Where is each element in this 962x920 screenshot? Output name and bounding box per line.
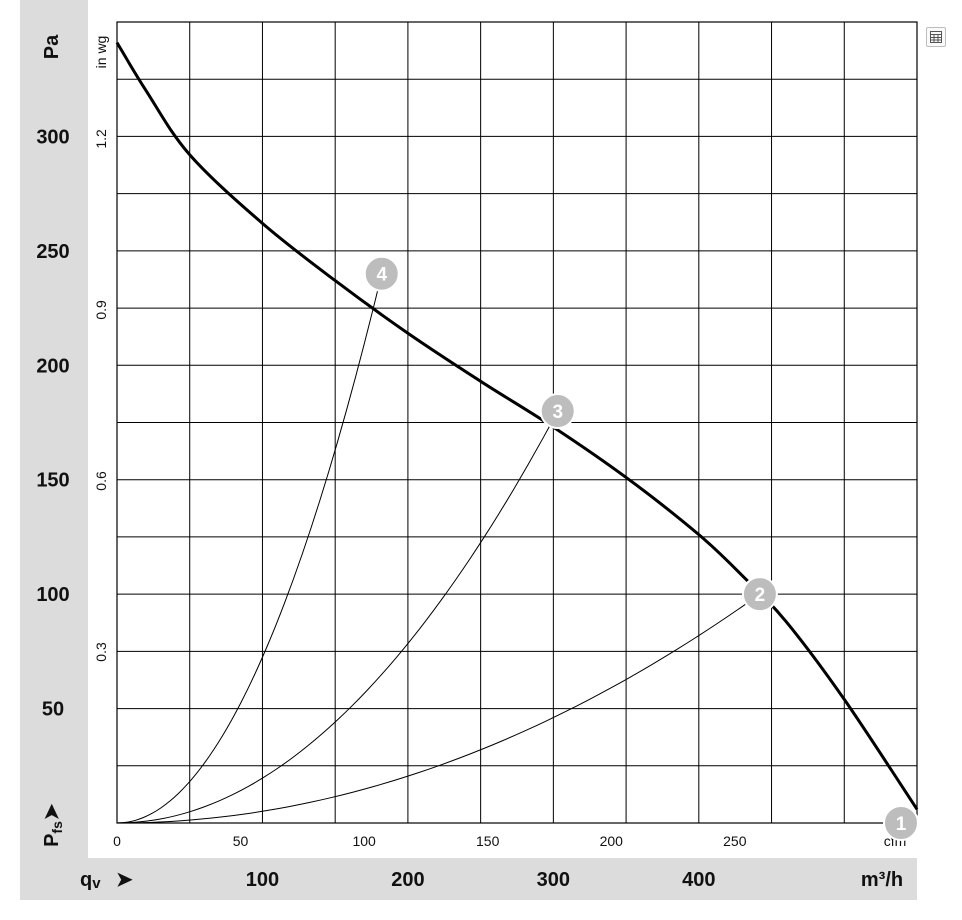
bottom-axis-arrow: ➤	[116, 869, 133, 891]
bottom-axis-tick-label: 400	[682, 869, 715, 891]
operating-point-label: 4	[376, 265, 387, 286]
operating-point-circle	[883, 805, 919, 841]
system-curve-line	[116, 593, 761, 824]
left-axis-band	[20, 0, 88, 900]
bottom-axis-label: qv	[80, 869, 101, 892]
inner-bottom-axis-tick-label: 250	[723, 833, 747, 849]
operating-point-circle	[363, 255, 400, 292]
inner-left-axis-tick-label: 1.2	[93, 129, 109, 149]
inner-bottom-axis-tick-label: 50	[233, 833, 249, 849]
operating-point-circle	[539, 393, 576, 430]
left-axis-symbol: Pfs	[41, 821, 65, 847]
left-axis-tick-label: 100	[36, 584, 69, 606]
left-axis-unit-label: Pa	[41, 34, 63, 59]
left-axis-symbol-label: Pfs	[41, 821, 65, 847]
inner-left-axis-tick-label: 0.6	[93, 471, 109, 491]
bottom-axis-tick-label: 200	[391, 869, 424, 891]
operating-point-label: 2	[755, 585, 766, 606]
bottom-axis-tick-label: 100	[246, 869, 279, 891]
inner-left-axis-ticks: 0.3 0.6 0.9 1.2	[93, 129, 109, 662]
operating-point-label: 3	[552, 402, 563, 423]
left-axis-tick-label: 50	[42, 699, 64, 721]
inner-bottom-axis-tick-label: 200	[600, 833, 624, 849]
left-axis-ticks: 50 100 150 200 250 300	[36, 126, 69, 720]
inner-bottom-axis-tick-label: 0	[113, 833, 121, 849]
inner-bottom-axis-ticks: 0 50 100 150 200 250	[113, 833, 747, 849]
operating-point-marker: 2	[741, 576, 778, 613]
grid	[117, 22, 917, 823]
operating-point-marker: 3	[539, 393, 576, 430]
left-axis-tick-label: 250	[36, 241, 69, 263]
inner-bottom-axis-tick-label: 150	[476, 833, 500, 849]
bottom-axis-ticks: 100 200 300 400	[246, 869, 716, 891]
operating-point-markers: 1 2 3 4	[363, 255, 919, 841]
curves	[115, 41, 919, 824]
left-axis-arrow: ➤	[41, 803, 63, 820]
plot-frame	[116, 21, 918, 824]
fan-curve-line	[115, 41, 919, 811]
table-icon[interactable]	[926, 27, 946, 47]
inner-bottom-axis-tick-label: 100	[352, 833, 376, 849]
inner-left-axis-tick-label: 0.3	[93, 642, 109, 662]
operating-point-marker: 1	[883, 805, 919, 841]
bottom-axis-band	[20, 858, 917, 900]
operating-point-marker: 4	[363, 255, 400, 292]
system-curve-line	[116, 273, 383, 824]
bottom-axis-unit-label: m³/h	[861, 869, 903, 891]
operating-point-label: 1	[896, 814, 907, 835]
inner-left-axis-tick-label: 0.9	[93, 300, 109, 320]
system-curve-line	[116, 410, 559, 824]
bottom-axis-tick-label: 300	[537, 869, 570, 891]
left-axis-tick-label: 150	[36, 470, 69, 492]
left-axis-tick-label: 200	[36, 355, 69, 377]
inner-left-axis-unit-label: in wg	[93, 36, 109, 69]
operating-point-circle	[741, 576, 778, 613]
left-axis-tick-label: 300	[36, 126, 69, 148]
